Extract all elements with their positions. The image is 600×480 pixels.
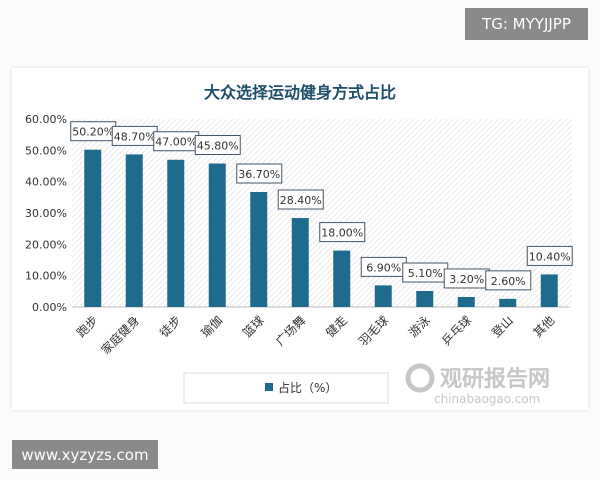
data-label: 6.90%	[366, 261, 401, 274]
x-tick-label: 登山	[488, 313, 516, 341]
bar	[416, 291, 434, 307]
bar	[167, 159, 185, 307]
data-label-box	[194, 134, 241, 155]
y-tick-label: 40.00%	[25, 176, 67, 189]
data-label: 5.10%	[408, 267, 443, 280]
x-tick-label: 徒步	[157, 313, 184, 340]
data-label: 45.80%	[197, 139, 239, 152]
y-tick-label: 20.00%	[25, 238, 67, 251]
data-label: 48.70%	[114, 130, 156, 143]
x-tick-label: 羽毛球	[356, 313, 391, 348]
bar	[333, 250, 351, 307]
bar	[125, 154, 143, 307]
data-label: 47.00%	[155, 136, 197, 149]
data-label: 2.60%	[491, 275, 526, 288]
x-tick-label: 广场舞	[273, 313, 308, 348]
legend-label: 占比（%）	[278, 380, 337, 395]
bar	[291, 218, 309, 307]
chart-title: 大众选择运动健身方式占比	[204, 83, 396, 102]
x-tick-label: 乒乓球	[439, 313, 474, 348]
y-tick-label: 60.00%	[25, 113, 67, 126]
watermark-cn: 观研报告网	[440, 367, 550, 392]
y-tick-label: 50.00%	[25, 144, 67, 157]
x-tick-label: 瑜伽	[198, 313, 226, 341]
bar	[499, 298, 517, 307]
x-tick-label: 其他	[530, 313, 557, 340]
data-label-box	[277, 189, 324, 210]
legend	[183, 372, 389, 404]
y-tick-label: 10.00%	[25, 270, 67, 283]
bar	[374, 285, 392, 307]
data-label-box	[526, 245, 573, 266]
tg-label: TG: MYYJJPP	[465, 8, 588, 40]
data-label: 28.40%	[280, 194, 322, 207]
bar	[208, 163, 226, 307]
y-tick-label: 30.00%	[25, 207, 67, 220]
y-tick-label: 0.00%	[32, 301, 67, 314]
chart-card: 大众选择运动健身方式占比 0.00% 10.00% 20.00% 30.00% 40.0…	[12, 68, 588, 410]
site-label: www.xyzyzs.com	[12, 440, 158, 469]
data-label: 18.00%	[321, 227, 363, 240]
bar	[540, 274, 558, 307]
x-tick-label: 健走	[323, 313, 350, 340]
watermark-en: chinabaogao.com	[434, 392, 540, 406]
data-label-box	[319, 222, 366, 243]
bar	[250, 192, 268, 307]
x-tick-label: 家庭健身	[98, 313, 143, 358]
x-tick-label: 篮球	[239, 313, 267, 341]
x-tick-label: 游泳	[406, 313, 433, 340]
data-label: 50.20%	[72, 126, 114, 139]
data-label: 3.20%	[449, 273, 484, 286]
data-label-box	[236, 163, 283, 184]
bar	[84, 149, 102, 307]
bar	[457, 296, 475, 307]
chart: 大众选择运动健身方式占比 0.00% 10.00% 20.00% 30.00% 40.0…	[25, 83, 573, 406]
legend-swatch	[265, 383, 273, 391]
data-label: 36.70%	[238, 168, 280, 181]
watermark: 观研报告网 chinabaogao.com	[405, 363, 550, 406]
x-tick-label: 跑步	[74, 313, 101, 340]
data-label: 10.40%	[529, 250, 571, 263]
data-label-box	[485, 270, 532, 291]
